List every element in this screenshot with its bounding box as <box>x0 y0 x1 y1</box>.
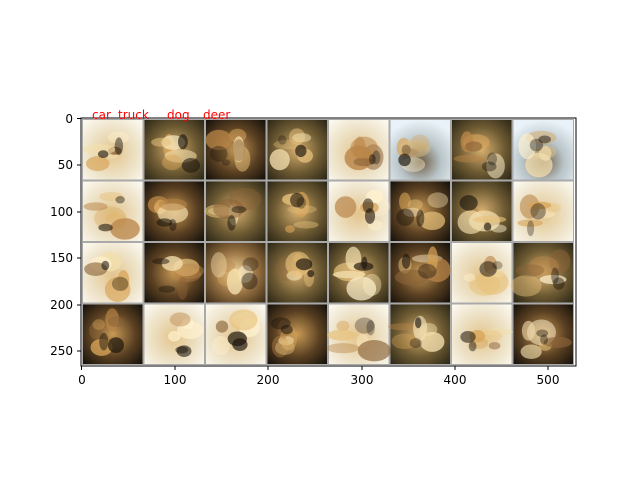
image-tile-truck <box>391 120 451 180</box>
image-tile-car <box>83 182 143 242</box>
image-tile-dog <box>391 182 451 242</box>
caption-deer: deer <box>203 108 230 122</box>
image-tile-dog <box>206 243 266 303</box>
y-tick-label: 250 <box>50 344 73 358</box>
y-tick-label: 100 <box>50 205 73 219</box>
x-tick-label: 300 <box>351 373 374 387</box>
image-tile-truck <box>205 182 266 242</box>
image-tile-dog <box>511 243 573 303</box>
x-tick-label: 0 <box>78 373 86 387</box>
image-tile-car <box>83 120 143 180</box>
image-tile-deer <box>268 120 328 180</box>
x-axis: 0 100 200 300 400 500 <box>78 366 559 387</box>
y-tick-label: 50 <box>58 158 73 172</box>
image-tile-truck <box>327 305 391 365</box>
image-tile-car <box>329 182 390 242</box>
image-tile-truck <box>206 305 266 365</box>
image-tile-car <box>329 120 389 180</box>
image-tile-deer <box>391 243 451 303</box>
caption-dog: dog <box>167 108 190 122</box>
image-tile-dog <box>145 243 205 303</box>
image-tile-dog <box>206 120 266 180</box>
image-tile-dog <box>268 305 328 365</box>
image-tile-dog <box>145 182 205 242</box>
image-tile-dog <box>329 243 389 303</box>
image-tile-truck <box>145 120 205 180</box>
y-axis: 0 50 100 150 200 250 <box>50 112 81 358</box>
y-tick-label: 200 <box>50 298 73 312</box>
image-tile-truck <box>452 243 512 303</box>
image-tile-dog <box>268 243 328 303</box>
image-tile-car <box>268 182 328 242</box>
x-tick-label: 100 <box>164 373 187 387</box>
image-grid <box>82 119 574 365</box>
x-tick-label: 500 <box>537 373 560 387</box>
x-tick-label: 400 <box>444 373 467 387</box>
image-tile-dog <box>514 305 574 365</box>
image-tile-truck <box>514 120 574 180</box>
caption-car: car <box>92 108 111 122</box>
image-tile-dog <box>452 182 512 242</box>
image-tile-truck <box>145 305 205 365</box>
image-tile-deer <box>388 305 450 365</box>
caption-truck: truck <box>118 108 149 122</box>
image-tile-deer <box>452 120 512 180</box>
image-tile-dog <box>83 243 143 303</box>
y-tick-label: 0 <box>65 112 73 126</box>
image-tile-horse <box>452 305 513 365</box>
image-tile-dog <box>514 182 574 242</box>
image-tile-deer <box>83 305 143 365</box>
y-tick-label: 150 <box>50 251 73 265</box>
x-tick-label: 200 <box>257 373 280 387</box>
